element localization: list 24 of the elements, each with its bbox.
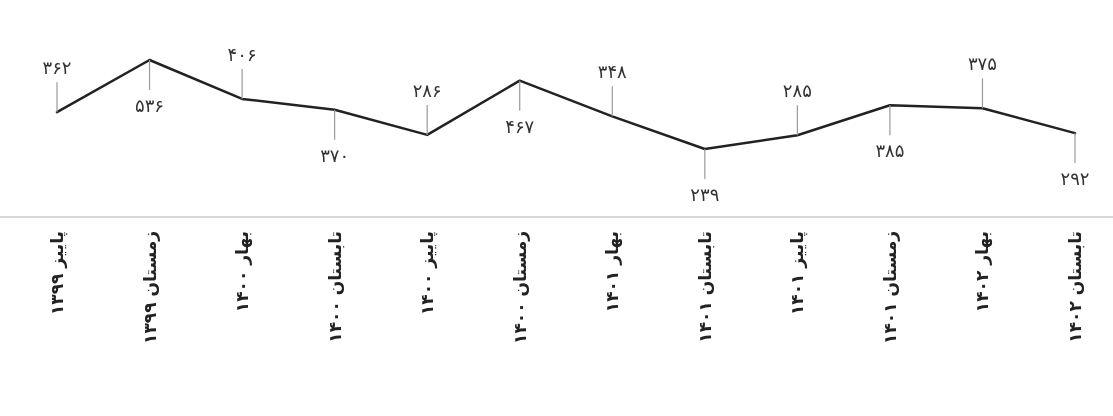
data-label: ۳۷۵ [967, 53, 997, 75]
x-tick-label: بهار ۱۴۰۱ [602, 231, 624, 313]
x-tick-label: پاییز ۱۴۰۰ [417, 231, 439, 316]
data-label: ۵۳۶ [135, 95, 165, 116]
data-label: ۴۰۶ [227, 43, 257, 65]
data-label: ۲۳۹ [690, 184, 720, 205]
x-tick-label: زمستان ۱۳۹۹ [139, 231, 160, 344]
x-tick-label: تابستان ۱۴۰۰ [324, 231, 345, 343]
data-label: ۴۶۷ [505, 115, 535, 137]
x-tick-label: زمستان ۱۴۰۰ [509, 231, 530, 344]
x-tick-label: زمستان ۱۴۰۱ [879, 231, 900, 344]
data-label: ۳۶۲ [42, 57, 72, 79]
x-tick-label: بهار ۱۴۰۲ [972, 231, 994, 313]
data-label: ۲۹۲ [1060, 168, 1090, 190]
data-label: ۲۸۶ [412, 79, 442, 101]
x-tick-label: پاییز ۱۴۰۱ [787, 231, 809, 316]
data-label: ۳۴۸ [597, 61, 628, 83]
data-label: ۳۸۵ [875, 140, 905, 162]
data-label: ۲۸۵ [782, 80, 812, 102]
data-label: ۳۷۰ [320, 144, 350, 166]
x-tick-label: تابستان ۱۴۰۱ [694, 231, 715, 343]
x-tick-label: پاییز ۱۳۹۹ [47, 231, 68, 316]
x-tick-label: بهار ۱۴۰۰ [232, 231, 254, 313]
x-tick-label: تابستان ۱۴۰۲ [1065, 231, 1085, 343]
